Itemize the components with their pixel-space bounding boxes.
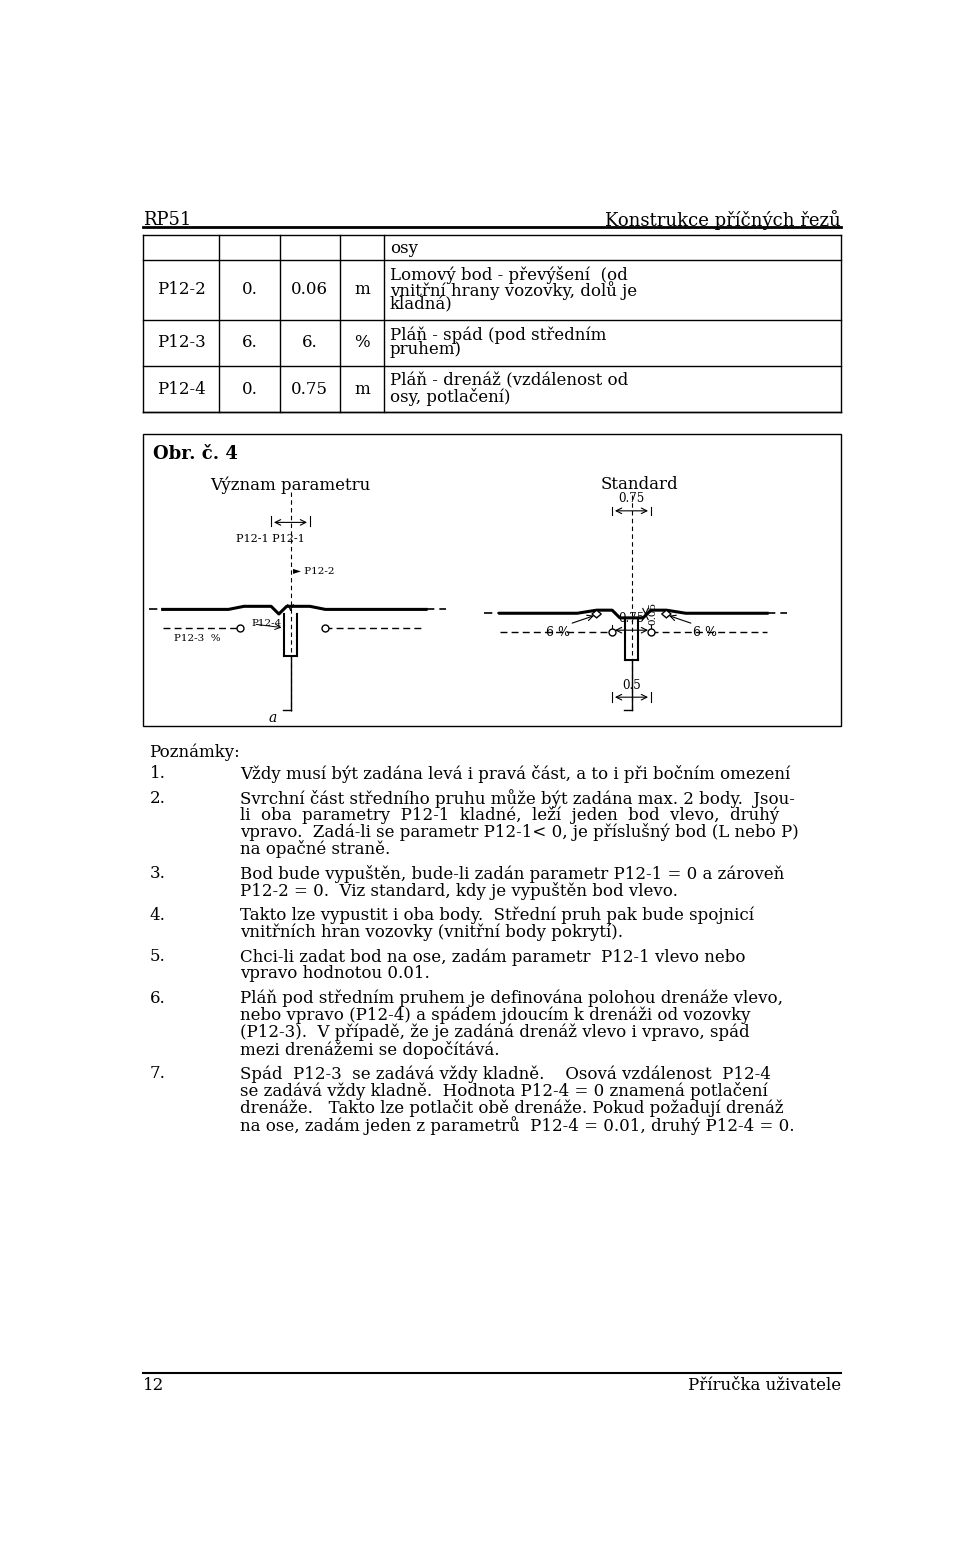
Text: 6 %: 6 % — [546, 626, 570, 639]
Text: Lomový bod - převýšení  (od: Lomový bod - převýšení (od — [390, 266, 628, 284]
Text: Konstrukce příčných řezů: Konstrukce příčných řezů — [605, 211, 841, 231]
Text: Chci-li zadat bod na ose, zadám parametr  P12-1 vlevo nebo: Chci-li zadat bod na ose, zadám parametr… — [240, 948, 746, 965]
Text: nebo vpravo (P12-4) a spádem jdoucím k drenáži od vozovky: nebo vpravo (P12-4) a spádem jdoucím k d… — [240, 1007, 751, 1025]
Text: (P12-3).  V případě, že je zadáná drenáž vlevo i vpravo, spád: (P12-3). V případě, že je zadáná drenáž … — [240, 1023, 750, 1042]
Text: 12: 12 — [143, 1378, 164, 1395]
Text: kladná): kladná) — [390, 297, 452, 314]
Text: Význam parametru: Význam parametru — [210, 476, 371, 494]
Text: Pláň pod středním pruhem je definována polohou drenáže vlevo,: Pláň pod středním pruhem je definována p… — [240, 990, 783, 1007]
Text: ► P12-2: ► P12-2 — [293, 567, 334, 576]
Text: osy: osy — [390, 241, 418, 256]
Text: 3.: 3. — [150, 865, 165, 883]
Text: na ose, zadám jeden z parametrů  P12-4 = 0.01, druhý P12-4 = 0.: na ose, zadám jeden z parametrů P12-4 = … — [240, 1117, 795, 1136]
Text: 6 %: 6 % — [693, 626, 717, 639]
Text: vnitřní hrany vozovky, dolů je: vnitřní hrany vozovky, dolů je — [390, 281, 636, 300]
Text: Takto lze vypustit i oba body.  Střední pruh pak bude spojnicí: Takto lze vypustit i oba body. Střední p… — [240, 906, 755, 925]
Text: 0.: 0. — [242, 281, 257, 298]
Text: a: a — [268, 711, 276, 725]
Text: Příručka uživatele: Příručka uživatele — [687, 1378, 841, 1395]
Text: 0.06: 0.06 — [292, 281, 328, 298]
Text: 5.: 5. — [150, 948, 165, 965]
Text: P12-3: P12-3 — [156, 334, 205, 351]
Bar — [143, 434, 841, 726]
Text: pruhem): pruhem) — [390, 342, 462, 358]
Text: 4.: 4. — [150, 906, 165, 923]
Text: P12-2 = 0.  Viz standard, kdy je vypuštěn bod vlevo.: P12-2 = 0. Viz standard, kdy je vypuštěn… — [240, 883, 678, 900]
Text: P12-2: P12-2 — [156, 281, 205, 298]
Text: 0.05: 0.05 — [649, 601, 658, 625]
Polygon shape — [661, 611, 671, 619]
Text: m: m — [354, 381, 370, 398]
Polygon shape — [592, 611, 601, 619]
Text: vnitřních hran vozovky (vnitřní body pokrytí).: vnitřních hran vozovky (vnitřní body pok… — [240, 923, 623, 940]
Text: Poznámky:: Poznámky: — [150, 744, 240, 761]
Text: m: m — [354, 281, 370, 298]
Text: 0.: 0. — [242, 381, 257, 398]
Text: Svrchní část středního pruhu může být zadána max. 2 body.  Jsou-: Svrchní část středního pruhu může být za… — [240, 789, 795, 809]
Text: Pláň - drenáž (vzdálenost od: Pláň - drenáž (vzdálenost od — [390, 372, 628, 389]
Text: P12-1 P12-1: P12-1 P12-1 — [236, 534, 304, 544]
Text: mezi drenážemi se dopočítává.: mezi drenážemi se dopočítává. — [240, 1040, 499, 1059]
Text: 6.: 6. — [302, 334, 318, 351]
Text: 6.: 6. — [242, 334, 257, 351]
Text: 2.: 2. — [150, 789, 165, 806]
Text: 0.75: 0.75 — [618, 492, 644, 506]
Text: 7.: 7. — [150, 1065, 165, 1082]
Text: Obr. č. 4: Obr. č. 4 — [153, 445, 237, 462]
Text: P12-3  %: P12-3 % — [175, 634, 221, 644]
Text: Standard: Standard — [600, 476, 678, 494]
Text: na opačné straně.: na opačné straně. — [240, 840, 391, 859]
Text: 6.: 6. — [150, 990, 165, 1007]
Text: Bod bude vypuštěn, bude-li zadán parametr P12-1 = 0 a zároveň: Bod bude vypuštěn, bude-li zadán paramet… — [240, 865, 784, 883]
Text: vpravo hodnotou 0.01.: vpravo hodnotou 0.01. — [240, 965, 430, 982]
Text: P12-4: P12-4 — [156, 381, 205, 398]
Text: vpravo.  Zadá-li se parametr P12-1< 0, je příslušný bod (L nebo P): vpravo. Zadá-li se parametr P12-1< 0, je… — [240, 823, 799, 842]
Text: Spád  P12-3  se zadává vždy kladně.    Osová vzdálenost  P12-4: Spád P12-3 se zadává vždy kladně. Osová … — [240, 1065, 771, 1082]
Text: RP51: RP51 — [143, 211, 192, 228]
Text: %: % — [354, 334, 370, 351]
Text: 0.75: 0.75 — [292, 381, 328, 398]
Text: drenáže.   Takto lze potlačit obě drenáže. Pokud požadují drenáž: drenáže. Takto lze potlačit obě drenáže.… — [240, 1100, 783, 1117]
Text: osy, potlačení): osy, potlačení) — [390, 387, 510, 406]
Text: 1.: 1. — [150, 765, 165, 783]
Text: li  oba  parametry  P12-1  kladné,  leží  jeden  bod  vlevo,  druhý: li oba parametry P12-1 kladné, leží jede… — [240, 806, 780, 825]
Text: Pláň - spád (pod středním: Pláň - spád (pod středním — [390, 326, 606, 344]
Text: P12-4: P12-4 — [252, 619, 282, 628]
Text: se zadává vždy kladně.  Hodnota P12-4 = 0 znamená potlačení: se zadává vždy kladně. Hodnota P12-4 = 0… — [240, 1082, 768, 1100]
Text: 0.5: 0.5 — [622, 679, 641, 692]
Text: Vždy musí být zadána levá i pravá část, a to i při bočním omezení: Vždy musí být zadána levá i pravá část, … — [240, 765, 790, 783]
Text: 0.75: 0.75 — [618, 612, 644, 625]
